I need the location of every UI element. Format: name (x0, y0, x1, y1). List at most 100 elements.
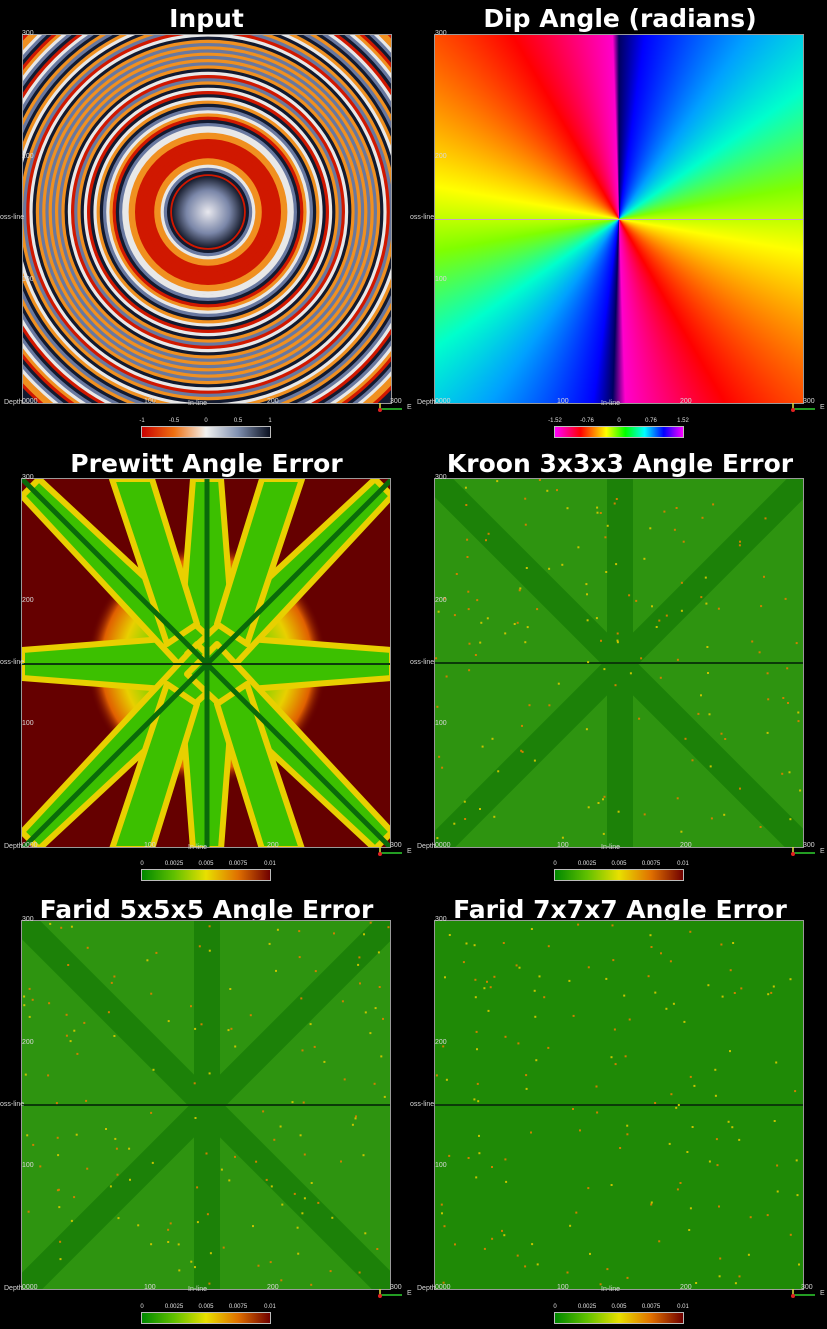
colorbar-tick: 0.0025 (577, 1304, 597, 1310)
crossline-marker (435, 219, 803, 220)
panel-farid-5: Farid 5x5x5 Angle Error 300 200 100 oss-… (0, 888, 413, 1329)
tick-mid-upper: 200 (22, 597, 34, 604)
prewitt-plot[interactable] (21, 478, 391, 848)
panel-title: Prewitt Angle Error (70, 449, 343, 478)
orientation-label: E (820, 404, 825, 411)
crossline-label: oss-line (410, 1101, 435, 1108)
panel-title: Dip Angle (radians) (483, 4, 757, 33)
tick-x-300: 300 (390, 1284, 402, 1291)
panel-title: Farid 7x7x7 Angle Error (453, 895, 787, 924)
tick-origin: 0000 (22, 1284, 38, 1291)
colorbar-tick: 1.52 (677, 418, 689, 424)
tick-top: 300 (435, 474, 447, 481)
farid5-error-image (22, 921, 390, 1289)
tick-x-300: 300 (803, 398, 815, 405)
farid5-plot[interactable] (21, 920, 391, 1290)
colorbar-tick: 0.0075 (228, 1304, 248, 1310)
depth-label: Depth (4, 843, 23, 850)
colorbar-tick: 0 (204, 418, 208, 424)
depth-label: Depth (417, 399, 436, 406)
tick-origin: 0000 (435, 398, 451, 405)
crossline-label: oss-line (0, 659, 25, 666)
depth-label: Depth (4, 399, 23, 406)
panel-title: Kroon 3x3x3 Angle Error (446, 449, 794, 478)
inline-label: In-line (601, 1286, 621, 1293)
tick-origin: 0000 (435, 1284, 451, 1291)
colorbar-tick: 0.0075 (641, 1304, 661, 1310)
colorbar-tick: 0.0025 (164, 861, 184, 867)
tick-x-200: 200 (680, 842, 692, 849)
orientation-label: E (407, 1290, 412, 1297)
tick-mid-lower: 100 (22, 720, 34, 727)
colorbar (554, 869, 684, 881)
orientation-label: E (820, 848, 825, 855)
depth-label: Depth (417, 843, 436, 850)
colorbar-tick: 0.0025 (164, 1304, 184, 1310)
kroon-plot[interactable] (434, 478, 804, 848)
tick-origin: 0000 (22, 842, 38, 849)
orientation-label: E (820, 1290, 825, 1297)
depth-label: Depth (417, 1285, 436, 1292)
tick-x-100: 100 (557, 842, 569, 849)
tick-x-200: 200 (267, 398, 279, 405)
tick-origin: 0000 (22, 398, 38, 405)
orientation-axes-icon (378, 1289, 402, 1298)
tick-mid-lower: 100 (435, 1162, 447, 1169)
colorbar-tick: 0 (140, 861, 144, 867)
crossline-label: oss-line (410, 214, 435, 221)
colorbar-tick: -1 (139, 418, 145, 424)
tick-x-200: 200 (267, 842, 279, 849)
colorbar-tick: 0.0025 (577, 861, 597, 867)
colorbar-tick: 1 (268, 418, 272, 424)
dip-angle-plot[interactable] (434, 34, 804, 404)
colorbar-tick: 0.5 (233, 418, 243, 424)
farid7-plot[interactable] (434, 920, 804, 1290)
colorbar (554, 1312, 684, 1324)
tick-x-100: 100 (144, 398, 156, 405)
tick-origin: 0000 (435, 842, 451, 849)
colorbar-tick: 0.005 (611, 861, 627, 867)
crossline-label: oss-line (410, 659, 435, 666)
tick-mid-lower: 100 (435, 720, 447, 727)
tick-top: 300 (22, 474, 34, 481)
colorbar-tick: 0.01 (677, 861, 689, 867)
colorbar (141, 869, 271, 881)
tick-x-200: 200 (680, 1284, 692, 1291)
inline-label: In-line (188, 1286, 208, 1293)
panel-prewitt: Prewitt Angle Error (0, 445, 413, 888)
colorbar-tick: -1.52 (548, 418, 562, 424)
orientation-label: E (407, 404, 412, 411)
orientation-axes-icon (378, 403, 402, 412)
tick-x-300: 300 (801, 1284, 813, 1291)
depth-label: Depth (4, 1285, 23, 1292)
tick-top: 300 (435, 916, 447, 923)
input-plot[interactable] (22, 34, 392, 404)
crossline-label: oss-line (0, 1101, 25, 1108)
colorbar-tick: 0.01 (264, 861, 276, 867)
colorbar-tick: 0.0075 (641, 861, 661, 867)
colorbar-tick: 0.0075 (228, 861, 248, 867)
tick-mid-lower: 100 (435, 276, 447, 283)
inline-label: In-line (601, 844, 621, 851)
colorbar-tick: 0.005 (611, 1304, 627, 1310)
colorbar-tick: 0 (617, 418, 621, 424)
orientation-axes-icon (791, 403, 815, 412)
tick-x-200: 200 (680, 398, 692, 405)
colorbar-tick: 0.005 (198, 1304, 214, 1310)
tick-x-300: 300 (390, 398, 402, 405)
colorbar-tick: 0.005 (198, 861, 214, 867)
colorbar-tick: 0.01 (264, 1304, 276, 1310)
colorbar-tick: 0 (140, 1304, 144, 1310)
tick-mid-upper: 200 (435, 1039, 447, 1046)
tick-mid-lower: 100 (22, 276, 34, 283)
tick-mid-upper: 200 (435, 597, 447, 604)
prewitt-error-image (22, 479, 390, 847)
orientation-axes-icon (791, 847, 815, 856)
colorbar-tick: -0.5 (168, 418, 180, 424)
tick-mid-upper: 200 (22, 153, 34, 160)
orientation-label: E (407, 848, 412, 855)
farid7-error-image (435, 921, 803, 1289)
inline-label: In-line (188, 844, 208, 851)
panel-dip-angle: Dip Angle (radians) 300 200 100 oss-line… (410, 0, 827, 445)
tick-x-100: 100 (557, 1284, 569, 1291)
